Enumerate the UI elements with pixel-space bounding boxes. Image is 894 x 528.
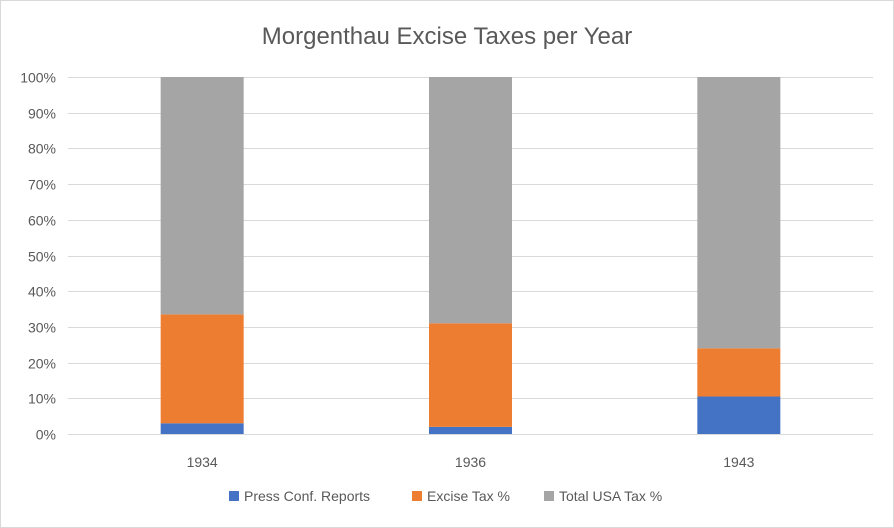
y-tick-label: 80% <box>28 141 56 157</box>
y-tick-label: 100% <box>20 70 56 86</box>
y-axis-tick-labels: 0% 10% 20% 30% 40% 50% 60% 70% 80% 90% 100% <box>20 70 56 443</box>
bar-1943-total-usa-tax <box>697 77 781 349</box>
y-tick-label: 40% <box>28 284 56 300</box>
legend-item: Total USA Tax % <box>544 488 662 504</box>
bar-1934-total-usa-tax <box>160 77 244 315</box>
legend-item: Excise Tax % <box>412 488 510 504</box>
bar-1936-press-conf-reports <box>429 426 512 434</box>
y-tick-label: 50% <box>28 249 56 265</box>
bar-1943-excise-tax <box>697 348 781 397</box>
bar-1943-press-conf-reports <box>697 396 781 434</box>
x-tick-label: 1943 <box>723 454 754 470</box>
legend-swatch <box>544 491 554 501</box>
y-tick-label: 10% <box>28 391 56 407</box>
bar-1934-press-conf-reports <box>160 423 244 434</box>
legend-label: Press Conf. Reports <box>244 488 370 504</box>
chart-title: Morgenthau Excise Taxes per Year <box>262 23 632 50</box>
legend-swatch <box>412 491 422 501</box>
legend-label: Total USA Tax % <box>559 488 662 504</box>
x-axis-tick-labels: 1934 1936 1943 <box>187 454 755 470</box>
y-tick-label: 70% <box>28 177 56 193</box>
legend-label: Excise Tax % <box>427 488 510 504</box>
bar-1936-total-usa-tax <box>429 77 512 324</box>
bar-1934-excise-tax <box>160 314 244 424</box>
bar-1936-excise-tax <box>429 323 512 427</box>
y-tick-label: 30% <box>28 320 56 336</box>
legend-item: Press Conf. Reports <box>229 488 370 504</box>
x-tick-label: 1934 <box>187 454 218 470</box>
x-tick-label: 1936 <box>455 454 486 470</box>
legend-swatch <box>229 491 239 501</box>
y-tick-label: 0% <box>36 427 56 443</box>
y-tick-label: 20% <box>28 356 56 372</box>
y-tick-label: 90% <box>28 106 56 122</box>
legend: Press Conf. Reports Excise Tax % Total USA… <box>229 488 662 504</box>
bars <box>160 77 781 434</box>
y-tick-label: 60% <box>28 213 56 229</box>
